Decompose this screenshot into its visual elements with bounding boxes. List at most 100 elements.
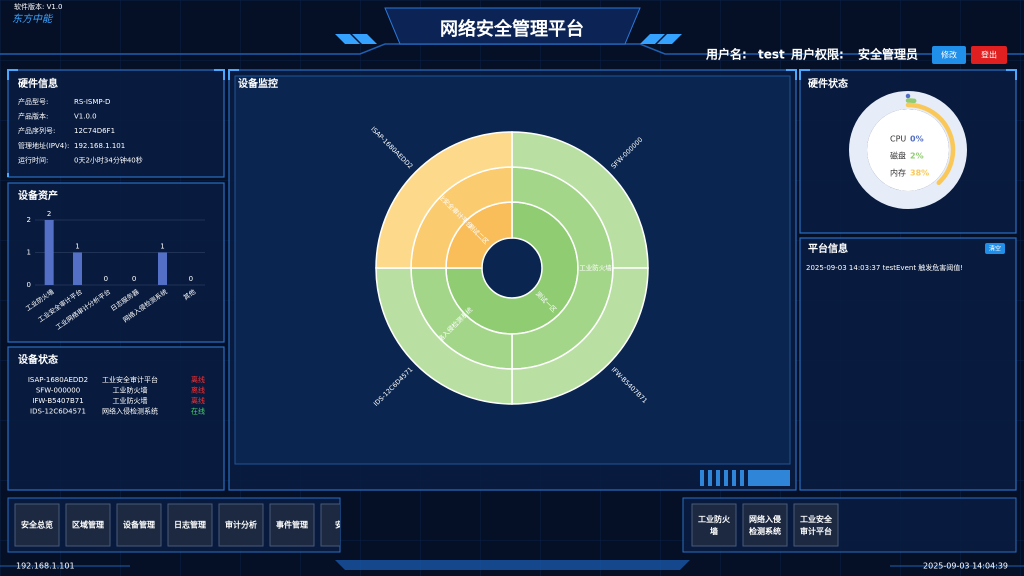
panel-title: 设备监控 [238, 77, 278, 90]
bar [158, 252, 167, 285]
nav-button[interactable] [14, 503, 60, 547]
panel-title: 设备状态 [18, 353, 58, 366]
nav-button[interactable] [793, 503, 839, 547]
nav-label[interactable]: 网络入侵检测系统 [749, 514, 781, 536]
nav-label-line[interactable]: 工业防火 [698, 514, 731, 524]
donut-center [867, 109, 949, 191]
device-type: 工业安全审计平台 [102, 375, 158, 384]
info-label: 产品型号: [18, 97, 48, 106]
value-label: 0 [132, 275, 136, 283]
device-id: SFW-000000 [36, 387, 80, 395]
sunburst-segment [375, 131, 513, 269]
value-label: 2 [47, 210, 51, 218]
bar [73, 252, 82, 285]
y-tick-label: 0 [27, 281, 31, 289]
nav-button[interactable] [320, 503, 365, 547]
deco-bars [700, 470, 790, 486]
nav-label[interactable]: 工业安全审计平台 [800, 514, 833, 536]
info-label: 产品版本: [18, 112, 48, 121]
badge-bg[interactable] [985, 243, 1005, 254]
panel-title: 硬件信息 [18, 77, 58, 90]
edit-button-bg[interactable] [932, 46, 966, 64]
nav-label[interactable]: 安全总览 [21, 520, 53, 530]
nav-button[interactable] [742, 503, 788, 547]
device-state: 离线 [191, 375, 205, 384]
y-tick-label: 1 [27, 249, 31, 257]
nav-label-line[interactable]: 审计平台 [800, 526, 832, 536]
nav-label-line[interactable]: 检测系统 [749, 526, 781, 536]
nav-button[interactable] [691, 503, 737, 547]
role-label: 用户权限: [790, 47, 844, 62]
user-label: 用户名: [705, 47, 747, 62]
info-value: V1.0.0 [74, 113, 97, 121]
value-label: 1 [160, 243, 164, 251]
nav-right [682, 497, 1017, 553]
nav-button[interactable] [218, 503, 264, 547]
badge[interactable]: 清空 [989, 245, 1001, 253]
y-tick-label: 2 [27, 216, 31, 224]
panel [7, 346, 225, 491]
logout-button-label[interactable]: 登出 [981, 50, 997, 60]
panel [7, 182, 225, 343]
device-state: 在线 [191, 407, 205, 416]
info-value: 192.168.1.101 [74, 142, 125, 150]
donut-legend: 内存 [890, 168, 906, 178]
device-id: ISAP-1680AEDD2 [28, 376, 88, 384]
page-title: 网络安全管理平台 [440, 18, 584, 40]
nav-button[interactable] [167, 503, 213, 547]
title-plate [384, 7, 641, 45]
nav-label[interactable]: 工业防火墙 [698, 514, 731, 536]
device-id: IFW-B5407B71 [32, 397, 83, 405]
nav-left-items: 安全总览 区域管理 设备管理 日志管理 审计分析 事件管理 安全 [14, 503, 365, 547]
edit-button[interactable]: 修改 [932, 46, 966, 64]
donut-legend: 磁盘 [890, 151, 906, 161]
info-value: 12C74D6F1 [74, 127, 115, 135]
panel [799, 237, 1017, 491]
value-label: 0 [104, 275, 108, 283]
footer-plate [335, 560, 690, 570]
device-state: 离线 [191, 386, 205, 395]
donut-value: 2% [910, 152, 924, 161]
nav-label-line[interactable]: 墙 [710, 526, 718, 536]
user-name: test [758, 48, 785, 62]
nav-label[interactable]: 安全 [335, 520, 352, 530]
message: 2025-09-03 14:03:37 testEvent 触发危害阈值! [806, 263, 963, 272]
panel-title: 平台信息 [808, 242, 848, 255]
device-type: 工业防火墙 [113, 386, 148, 395]
device-state: 离线 [191, 396, 205, 405]
nav-label[interactable]: 日志管理 [174, 520, 206, 530]
logout-button[interactable]: 登出 [971, 46, 1007, 64]
panel-title: 硬件状态 [808, 77, 848, 90]
nav-label[interactable]: 审计分析 [225, 520, 257, 530]
info-label: 产品序列号: [18, 126, 55, 135]
panel-title: 设备资产 [18, 189, 58, 202]
progress-deco [700, 470, 790, 486]
logout-button-bg[interactable] [971, 46, 1007, 64]
version: 软件版本: V1.0 [14, 2, 63, 11]
logo: 东方中能 [12, 13, 53, 25]
sunburst-label: 工业防火墙 [579, 263, 612, 272]
nav-button[interactable] [65, 503, 111, 547]
info-label: 管理地址(IPV4): [18, 141, 69, 150]
edit-button-label[interactable]: 修改 [941, 50, 957, 60]
nav-label[interactable]: 区域管理 [72, 520, 104, 530]
nav-button[interactable] [116, 503, 162, 547]
device-type: 工业防火墙 [113, 396, 148, 405]
panel [7, 69, 225, 178]
nav-button[interactable] [269, 503, 315, 547]
donut-arc [905, 102, 956, 186]
device-id: IDS-12C6D4571 [30, 408, 86, 416]
nav-label-line[interactable]: 工业安全 [800, 514, 833, 524]
footer-time: 2025-09-03 14:04:39 [923, 562, 1008, 571]
donut-value: 38% [910, 169, 929, 178]
nav-label[interactable]: 事件管理 [276, 520, 308, 530]
donut-value: 0% [910, 135, 924, 144]
panel-corners [7, 69, 1017, 177]
footer-ip: 192.168.1.101 [16, 562, 75, 571]
role-name: 安全管理员 [858, 47, 918, 62]
value-label: 1 [75, 243, 79, 251]
nav-label[interactable]: 设备管理 [123, 520, 155, 530]
nav-label-line[interactable]: 网络入侵 [749, 514, 781, 524]
donut-legend: CPU [890, 135, 906, 144]
